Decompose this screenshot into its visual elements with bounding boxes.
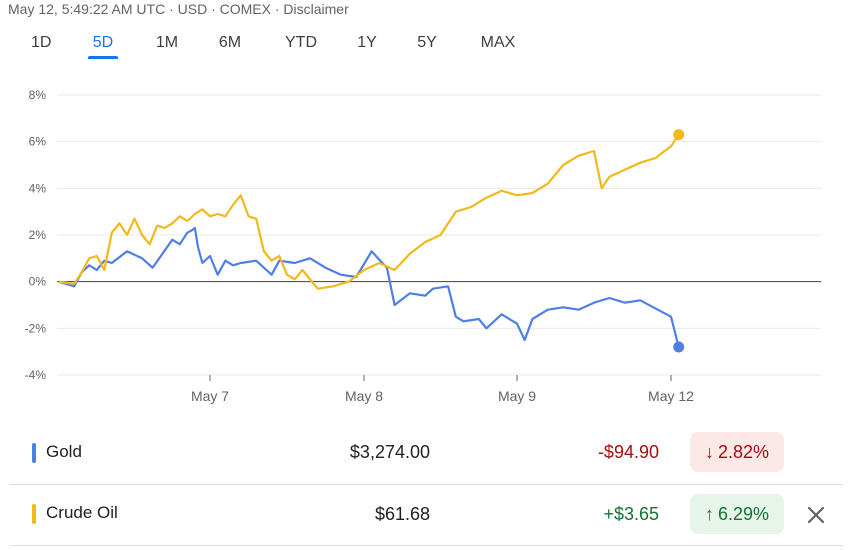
tab-label: 1D xyxy=(31,34,52,51)
legend-row-gold: Gold $3,274.00 -$94.90 ↓ 2.82% xyxy=(0,424,853,482)
tab-label: 6M xyxy=(218,34,242,51)
crude-oil-end-point xyxy=(673,129,685,141)
y-tick-label: 2% xyxy=(29,228,47,242)
y-tick-label: -2% xyxy=(25,321,47,335)
x-tick-label: May 12 xyxy=(648,388,694,404)
gold-name: Gold xyxy=(46,442,82,461)
tab-5y[interactable]: 5Y xyxy=(416,30,438,52)
y-tick-label: -4% xyxy=(25,368,47,382)
gold-change: -$94.90 xyxy=(597,442,659,462)
y-tick-label: 6% xyxy=(29,135,47,149)
tab-1y[interactable]: 1Y xyxy=(356,30,378,52)
tab-label: 5D xyxy=(92,34,114,51)
tab-label: 1Y xyxy=(357,34,377,51)
y-tick-label: 4% xyxy=(29,181,47,195)
x-tick-label: May 7 xyxy=(191,388,229,404)
tab-1m[interactable]: 1M xyxy=(155,30,179,52)
gold-swatch xyxy=(32,443,36,463)
crude-oil-percent: 6.29% xyxy=(717,503,770,524)
x-tick-label: May 9 xyxy=(498,388,536,404)
tab-ytd[interactable]: YTD xyxy=(283,30,319,52)
tab-label: MAX xyxy=(480,34,516,51)
gold-percent-badge: ↓ 2.82% xyxy=(690,432,784,472)
gold-price: $3,274.00 xyxy=(349,442,430,462)
tab-label: 5Y xyxy=(417,34,437,51)
y-tick-label: 8% xyxy=(29,88,47,102)
legend-row-crude-oil: Crude Oil $61.68 +$3.65 ↑ 6.29% xyxy=(0,486,853,544)
crude-oil-swatch xyxy=(32,504,36,524)
crude-oil-series-line xyxy=(58,134,680,290)
gold-percent: 2.82% xyxy=(717,441,770,462)
tab-1d[interactable]: 1D xyxy=(31,30,51,52)
arrow-down-icon: ↓ xyxy=(704,441,714,462)
arrow-up-icon: ↑ xyxy=(704,503,714,524)
tab-5d[interactable]: 5D xyxy=(88,30,118,59)
tab-6m[interactable]: 6M xyxy=(217,30,243,52)
range-tabs: 1D 5D 1M 6M YTD 1Y 5Y MAX xyxy=(0,30,560,62)
header-info: May 12, 5:49:22 AM UTC · USD · COMEX · D… xyxy=(8,1,349,17)
gold-series-line xyxy=(58,226,680,348)
crude-oil-change: +$3.65 xyxy=(603,504,659,524)
crude-oil-name: Crude Oil xyxy=(46,503,118,522)
crude-oil-percent-badge: ↑ 6.29% xyxy=(690,494,784,534)
gold-end-point xyxy=(673,341,685,353)
tab-label: YTD xyxy=(285,34,317,51)
active-tab-indicator xyxy=(88,56,118,59)
x-tick-label: May 8 xyxy=(345,388,383,404)
comparison-chart[interactable]: 8% 6% 4% 2% 0% -2% -4% May 7 May 8 May 9 May 12 xyxy=(0,80,853,410)
legend-divider xyxy=(10,545,843,546)
tab-label: 1M xyxy=(155,34,179,51)
legend-divider xyxy=(10,484,843,485)
crude-oil-price: $61.68 xyxy=(374,504,430,524)
tab-max[interactable]: MAX xyxy=(478,30,518,52)
close-icon[interactable] xyxy=(803,502,829,528)
y-tick-label: 0% xyxy=(29,275,47,289)
